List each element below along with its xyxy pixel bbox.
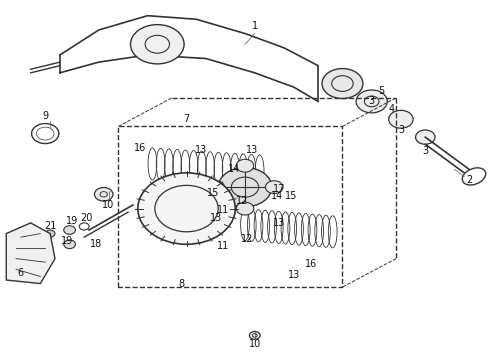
Text: 16: 16	[305, 259, 317, 269]
Circle shape	[236, 159, 254, 172]
Text: 11: 11	[217, 205, 229, 215]
Circle shape	[207, 181, 224, 194]
Circle shape	[130, 24, 184, 64]
Text: 11: 11	[217, 241, 229, 251]
Text: 15: 15	[285, 191, 297, 201]
Text: 14: 14	[228, 164, 241, 174]
Text: 3: 3	[422, 147, 428, 157]
Text: 8: 8	[178, 279, 185, 289]
Circle shape	[64, 226, 75, 234]
Circle shape	[218, 167, 272, 207]
Text: 16: 16	[134, 143, 147, 153]
Text: 19: 19	[61, 236, 74, 246]
Text: 1: 1	[252, 21, 258, 31]
Text: 13: 13	[210, 212, 222, 222]
Text: 6: 6	[18, 268, 24, 278]
Circle shape	[45, 230, 55, 237]
Ellipse shape	[249, 332, 260, 339]
Circle shape	[389, 111, 413, 128]
Circle shape	[322, 68, 363, 99]
Text: 12: 12	[241, 234, 254, 244]
Text: 4: 4	[388, 104, 394, 113]
Text: 13: 13	[288, 270, 300, 280]
Text: 3: 3	[368, 96, 375, 107]
Ellipse shape	[462, 168, 486, 185]
Text: 14: 14	[270, 191, 283, 201]
Text: 21: 21	[44, 221, 56, 231]
Text: 3: 3	[398, 125, 404, 135]
Polygon shape	[6, 223, 55, 284]
Ellipse shape	[95, 188, 113, 201]
Text: 7: 7	[183, 114, 190, 124]
Text: 19: 19	[66, 216, 78, 226]
Circle shape	[266, 181, 283, 194]
Text: 9: 9	[42, 111, 49, 121]
Circle shape	[356, 90, 387, 113]
Text: 13: 13	[246, 145, 258, 155]
Text: 5: 5	[378, 86, 385, 96]
Text: 18: 18	[90, 239, 102, 249]
Text: 20: 20	[80, 212, 93, 222]
Text: 13: 13	[273, 218, 285, 228]
Circle shape	[236, 202, 254, 215]
Circle shape	[64, 240, 75, 249]
Text: 12: 12	[236, 197, 249, 206]
Text: 17: 17	[273, 184, 285, 194]
Text: 2: 2	[466, 175, 472, 185]
Circle shape	[416, 130, 435, 144]
Text: 10: 10	[102, 200, 115, 210]
Text: 10: 10	[248, 339, 261, 349]
Text: 13: 13	[195, 145, 207, 155]
Text: 15: 15	[207, 188, 220, 198]
Circle shape	[138, 173, 235, 244]
